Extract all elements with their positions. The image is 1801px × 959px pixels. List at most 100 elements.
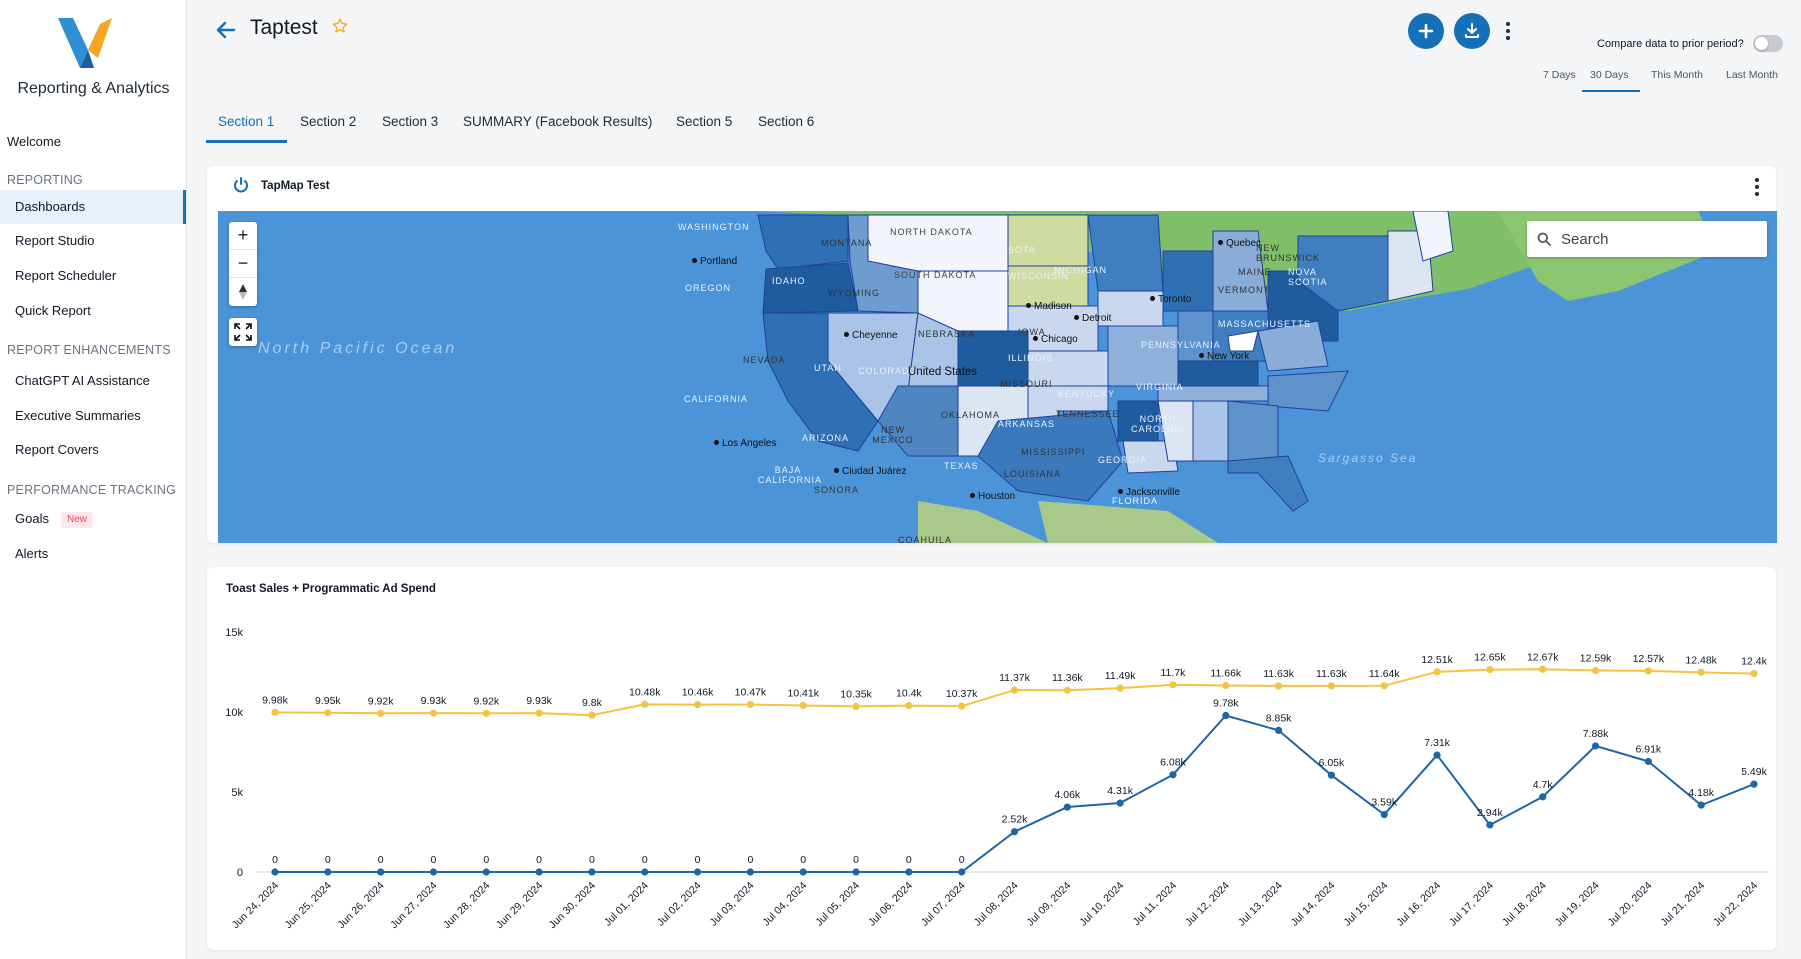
x-tick-label: Jul 08, 2024 [972, 880, 1021, 929]
data-point [1486, 821, 1494, 829]
state-label-minnesota: MINNESOTA [974, 245, 1036, 255]
sidebar: Reporting & Analytics Welcome REPORTING … [0, 0, 187, 959]
sidebar-item-goals[interactable]: Goals New [0, 502, 186, 536]
sidebar-item-report-covers[interactable]: Report Covers [0, 433, 186, 467]
x-tick-label: Jun 24, 2024 [230, 880, 282, 932]
data-point [1486, 666, 1494, 674]
chart-widget-card [207, 567, 1776, 950]
sidebar-item-report-studio[interactable]: Report Studio [0, 224, 186, 258]
tab-section-5[interactable]: Section 5 [676, 114, 733, 129]
data-point [852, 868, 860, 876]
x-tick-label: Jul 12, 2024 [1183, 880, 1232, 929]
data-point [1222, 711, 1230, 720]
data-point [641, 700, 649, 708]
data-point [588, 868, 596, 876]
zoom-out-button[interactable]: − [229, 250, 257, 278]
line-chart[interactable]: 0 5k 10k 15k Jun 24, 2024 Jun 25, 2024 Jun 26,… [207, 600, 1776, 945]
tab-section-1[interactable]: Section 1 [218, 114, 275, 129]
data-point [377, 868, 385, 876]
data-label: 10.37k [946, 688, 978, 700]
data-label: 12.67k [1527, 651, 1559, 663]
data-point [324, 868, 332, 876]
chart-widget-title: Toast Sales + Programmatic Ad Spend [226, 583, 436, 595]
state-label-washington: WASHINGTON [678, 222, 750, 232]
tab-section-6[interactable]: Section 6 [758, 114, 815, 129]
data-label: 0 [906, 854, 912, 866]
data-label: 2.94k [1477, 807, 1503, 819]
tab-section-3[interactable]: Section 3 [382, 114, 439, 129]
map-widget-menu-icon[interactable] [1747, 175, 1767, 199]
y-tick-label: 5k [231, 787, 243, 799]
state-label-california: CALIFORNIA [684, 394, 749, 404]
compass-button[interactable] [229, 278, 257, 306]
download-button[interactable] [1454, 13, 1490, 49]
range-7-days[interactable]: 7 Days [1543, 69, 1576, 81]
data-point [535, 868, 543, 876]
data-label: 10.41k [787, 687, 819, 699]
x-tick-label: Jun 28, 2024 [441, 880, 493, 932]
state-label-texas: TEXAS [944, 461, 979, 471]
state-minnesota [1087, 214, 1164, 292]
compare-prior-period-toggle[interactable] [1753, 35, 1783, 52]
data-label: 10.47k [735, 686, 767, 698]
zoom-in-button[interactable]: + [229, 222, 257, 250]
city-label: Los Angeles [722, 438, 777, 449]
tab-section-2[interactable]: Section 2 [300, 114, 357, 129]
power-icon[interactable] [232, 176, 250, 194]
city-marker: Houston [970, 491, 1015, 502]
fullscreen-button[interactable] [229, 318, 257, 346]
data-point [746, 700, 754, 709]
x-tick-label: Jul 20, 2024 [1606, 880, 1655, 929]
x-tick-label: Jul 21, 2024 [1658, 880, 1707, 929]
sidebar-item-report-scheduler[interactable]: Report Scheduler [0, 259, 186, 293]
sidebar-item-label: Report Studio [15, 233, 95, 248]
state-label-north-carolina: NORTH CAROLINA [1130, 414, 1185, 434]
more-options-icon[interactable] [1498, 19, 1518, 43]
y-tick-label: 10k [225, 707, 243, 719]
map-widget-title: TapMap Test [261, 180, 330, 192]
city-marker: Madison [1026, 301, 1072, 312]
state-label-new-mexico: NEW MEXICO [872, 425, 914, 445]
map-search-input[interactable]: Search [1527, 221, 1767, 257]
y-tick-label: 0 [237, 867, 243, 879]
sidebar-item-dashboards[interactable]: Dashboards [0, 190, 186, 224]
state-label-oklahoma: OKLAHOMA [941, 410, 1001, 420]
data-label: 10.46k [682, 687, 714, 699]
state-label-illinois: ILLINOIS [1008, 353, 1054, 363]
state-label-pennsylvania: PENNSYLVANIA [1141, 340, 1221, 350]
data-point [1010, 828, 1019, 836]
favorite-star-icon[interactable] [331, 17, 349, 35]
x-tick-label: Jul 03, 2024 [708, 880, 757, 929]
data-point [377, 709, 385, 717]
fullscreen-icon [234, 323, 252, 341]
state-label-mississippi: MISSISSIPPI [1021, 447, 1086, 457]
data-label: 12.51k [1421, 654, 1453, 666]
sidebar-item-chatgpt-ai-assistance[interactable]: ChatGPT AI Assistance [0, 364, 186, 398]
sidebar-item-label: Executive Summaries [15, 408, 141, 423]
range-this-month[interactable]: This Month [1651, 69, 1703, 81]
sidebar-item-quick-report[interactable]: Quick Report [0, 294, 186, 328]
back-arrow-icon[interactable] [214, 18, 238, 42]
range-30-days[interactable]: 30 Days [1590, 69, 1629, 81]
city-label: Houston [978, 491, 1016, 502]
data-point [852, 702, 860, 710]
range-last-month[interactable]: Last Month [1726, 69, 1778, 81]
sidebar-item-executive-summaries[interactable]: Executive Summaries [0, 399, 186, 433]
ocean-label-sargasso: Sargasso Sea [1318, 451, 1418, 465]
data-label: 9.92k [368, 695, 394, 707]
sidebar-item-welcome[interactable]: Welcome [7, 134, 61, 149]
x-tick-label: Jul 11, 2024 [1131, 880, 1180, 929]
data-point [693, 701, 702, 709]
sidebar-item-label: ChatGPT AI Assistance [15, 373, 150, 388]
data-point [1169, 771, 1177, 779]
data-point [958, 702, 966, 710]
city-label: Madison [1034, 301, 1072, 312]
add-button[interactable] [1408, 13, 1444, 49]
tab-summary-facebook-results[interactable]: SUMMARY (Facebook Results) [463, 114, 653, 129]
choropleth-map[interactable]: North Pacific Ocean Sargasso Sea WASHING… [218, 211, 1777, 543]
sidebar-item-alerts[interactable]: Alerts [0, 537, 186, 571]
city-label: Toronto [1158, 294, 1192, 305]
x-tick-label: Jun 29, 2024 [494, 880, 546, 932]
data-point [588, 711, 596, 719]
data-label: 9.95k [315, 695, 341, 707]
